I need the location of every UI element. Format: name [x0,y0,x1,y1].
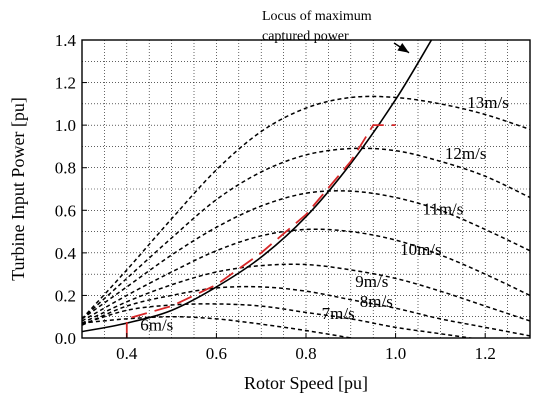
curves [82,40,530,338]
x-tick-label: 0.6 [206,344,227,363]
x-tick-label: 0.4 [116,344,138,363]
ticks: 0.4 0.6 0.8 1.0 1.2 0.0 0.2 0.4 0.6 0.8 1.0 1.2 1.4 [55,31,496,363]
series-label: 11m/s [422,200,463,219]
series-label: 7m/s [322,304,355,323]
y-tick-label: 0.2 [55,286,76,305]
series-label: 13m/s [467,93,509,112]
series-line [82,315,356,338]
series-line [82,95,530,320]
y-tick-label: 0.8 [55,159,76,178]
series-line [82,303,476,338]
series-line [82,190,530,320]
y-tick-label: 1.2 [55,74,76,93]
x-tick-label: 1.0 [385,344,406,363]
series-line [125,124,396,338]
y-tick-label: 0.6 [55,201,76,220]
curve-labels: 6m/s 7m/s 8m/s9m/s 10m/s 11m/s 12m/s 13m/s [140,93,509,334]
series-line [82,228,530,322]
series-label: 9m/s [355,272,388,291]
y-tick-label: 0.4 [55,244,77,263]
annotation-text: Locus of maximum [262,9,372,24]
x-tick-label: 1.2 [475,344,496,363]
series-label: 12m/s [445,144,487,163]
y-tick-label: 0.0 [55,329,76,348]
x-axis-title: Rotor Speed [pu] [244,373,368,393]
y-tick-label: 1.0 [55,116,76,135]
series-line [82,40,433,333]
series-line [82,285,530,337]
x-tick-label: 0.8 [295,344,316,363]
annotation: Locus of maximum captured power [262,9,410,54]
annotation-arrowhead [397,43,410,53]
series-label: 6m/s [140,316,173,335]
series-line [82,263,530,324]
y-axis-title: Turbine Input Power [pu] [8,97,28,281]
annotation-text: captured power [262,29,349,44]
series-label: 8m/s [360,292,393,311]
series-label: 10m/s [400,240,442,259]
y-tick-label: 1.4 [55,31,77,50]
series-line [82,147,530,320]
